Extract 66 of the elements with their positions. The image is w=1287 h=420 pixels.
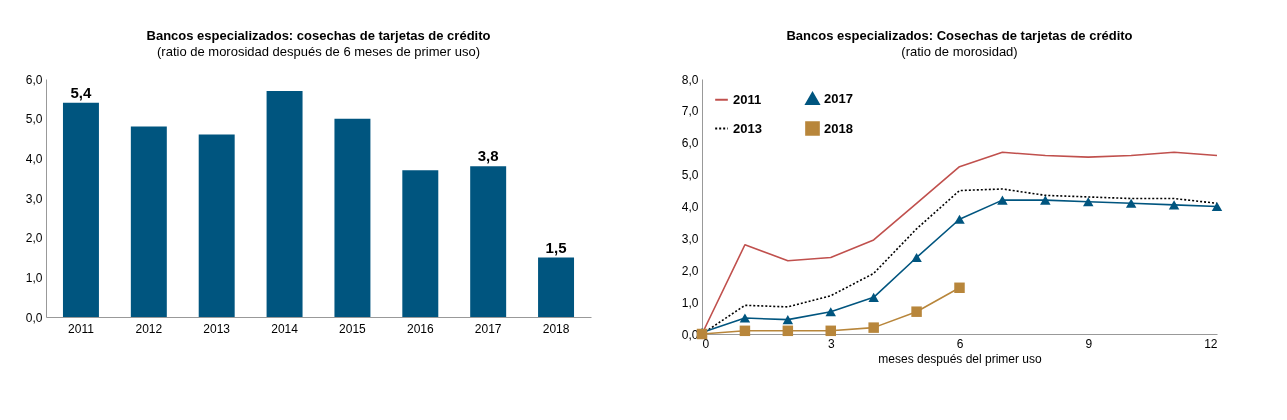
legend-label: 2013 (733, 120, 762, 136)
point (911, 252, 922, 263)
bar (130, 126, 167, 317)
x-tick-label: 12 (1204, 336, 1218, 351)
chart-title: Bancos especializados: Cosechas de tarjetas de crédito (786, 28, 1133, 43)
point (868, 322, 879, 333)
bar (266, 90, 303, 317)
point (911, 306, 922, 317)
legend-label: 2017 (824, 90, 853, 106)
y-tick-label: 4,0 (25, 151, 43, 166)
x-tick-label: 2015 (339, 321, 367, 336)
point (739, 313, 751, 323)
chart-subtitle: (ratio de morosidad) (901, 44, 1018, 59)
point (1083, 197, 1094, 207)
legend-label: 2018 (824, 120, 853, 136)
x-tick-label: 2016 (406, 321, 434, 336)
y-tick-label: 6,0 (25, 72, 43, 87)
point (954, 282, 965, 294)
point (782, 315, 794, 325)
x-tick-label: 2012 (135, 321, 163, 336)
x-tick-label: 0 (702, 336, 710, 351)
y-tick-label: 1,0 (681, 295, 699, 310)
bar (198, 134, 235, 317)
point (782, 325, 794, 337)
x-tick-label: 2017 (474, 321, 502, 336)
point (739, 325, 751, 337)
y-tick-label: 2,0 (25, 231, 43, 246)
y-tick-label: 4,0 (681, 200, 699, 214)
point (1125, 198, 1137, 208)
x-tick-label: 2018 (542, 321, 570, 336)
point (954, 214, 965, 224)
y-tick-label: 5,0 (25, 112, 43, 127)
y-tick-label: 8,0 (681, 72, 699, 87)
point (1211, 201, 1223, 212)
x-tick-label: 6 (956, 336, 964, 351)
y-tick-label: 1,0 (25, 270, 43, 285)
legend-label: 2011 (733, 91, 762, 107)
x-tick-label: 2014 (271, 321, 299, 336)
y-tick-label: 6,0 (681, 136, 699, 151)
point (825, 325, 836, 337)
point (1040, 195, 1051, 205)
y-tick-label: 0,0 (25, 310, 43, 325)
bar (470, 166, 507, 317)
y-tick-label: 5,0 (681, 168, 699, 183)
data-label: 3,8 (477, 147, 499, 165)
bar (402, 170, 439, 317)
point (825, 307, 836, 317)
chart-subtitle: (ratio de morosidad después de 6 meses de primer uso) (157, 44, 480, 59)
y-tick-label: 3,0 (25, 191, 43, 206)
x-tick-label: 9 (1085, 336, 1093, 351)
point (1168, 200, 1180, 210)
data-label: 1,5 (545, 238, 567, 256)
y-tick-label: 7,0 (681, 104, 699, 119)
x-axis-title: meses después del primer uso (878, 351, 1043, 366)
x-tick-label: 2013 (203, 321, 231, 336)
y-tick-label: 3,0 (681, 231, 699, 246)
x-tick-label: 3 (827, 336, 835, 351)
y-tick-label: 2,0 (681, 263, 699, 278)
point (868, 292, 879, 302)
bar (538, 257, 575, 317)
chart-title: Bancos especializados: cosechas de tarjetas de crédito (146, 28, 491, 43)
x-tick-label: 2011 (68, 321, 95, 336)
data-label: 5,4 (70, 83, 93, 101)
bar (62, 102, 99, 317)
bar (334, 118, 371, 317)
point (997, 195, 1008, 205)
